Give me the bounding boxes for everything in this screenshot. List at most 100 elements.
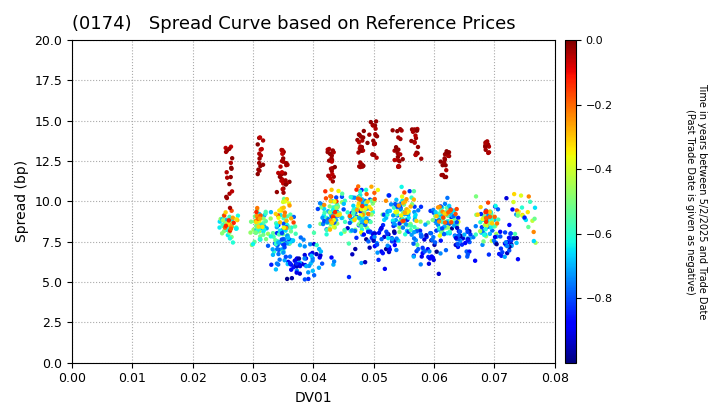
Point bbox=[383, 249, 395, 255]
Point bbox=[328, 258, 340, 265]
Point bbox=[369, 140, 380, 147]
Point bbox=[282, 196, 293, 202]
Point bbox=[403, 214, 415, 221]
Point bbox=[446, 210, 457, 216]
Point bbox=[271, 230, 283, 236]
Point bbox=[427, 255, 438, 261]
Point bbox=[454, 232, 466, 239]
Point bbox=[321, 227, 333, 234]
Point bbox=[354, 139, 365, 146]
Point bbox=[321, 226, 333, 233]
Point bbox=[446, 225, 458, 232]
Point bbox=[321, 215, 333, 221]
Point bbox=[361, 205, 372, 211]
Point bbox=[397, 216, 408, 223]
Point bbox=[452, 241, 464, 248]
Point bbox=[384, 207, 396, 214]
Point bbox=[520, 217, 531, 223]
Point bbox=[291, 260, 302, 267]
Point bbox=[392, 157, 403, 163]
Point bbox=[440, 224, 451, 231]
Point bbox=[392, 211, 403, 218]
Point bbox=[500, 195, 512, 202]
Point bbox=[326, 218, 338, 225]
Point bbox=[246, 218, 257, 225]
Point bbox=[480, 209, 491, 215]
Point bbox=[355, 208, 366, 215]
Point bbox=[333, 188, 344, 194]
Point bbox=[252, 227, 264, 234]
Point bbox=[290, 231, 302, 237]
Point bbox=[448, 207, 459, 214]
Point bbox=[324, 209, 336, 215]
Point bbox=[346, 210, 358, 216]
Point bbox=[360, 186, 372, 193]
Point bbox=[357, 213, 369, 220]
Point bbox=[483, 251, 495, 258]
Point bbox=[519, 215, 531, 222]
Point bbox=[444, 230, 456, 237]
Point bbox=[436, 228, 447, 235]
Point bbox=[487, 220, 498, 227]
Point bbox=[420, 221, 431, 228]
Point bbox=[217, 217, 229, 224]
Point bbox=[279, 198, 291, 205]
Point bbox=[255, 212, 266, 219]
Point bbox=[501, 250, 513, 257]
Point bbox=[464, 239, 475, 245]
Point bbox=[476, 224, 487, 231]
Point bbox=[224, 190, 235, 197]
Point bbox=[364, 211, 375, 218]
Point bbox=[408, 252, 420, 259]
Point bbox=[507, 206, 518, 213]
Point bbox=[363, 238, 374, 245]
Point bbox=[513, 208, 524, 215]
Point bbox=[322, 146, 333, 153]
Point bbox=[395, 218, 406, 225]
Point bbox=[273, 247, 284, 253]
Point bbox=[505, 237, 517, 244]
Point bbox=[435, 250, 446, 257]
Point bbox=[216, 230, 228, 237]
Point bbox=[225, 216, 237, 223]
Point bbox=[253, 134, 265, 141]
Point bbox=[282, 161, 293, 168]
Point bbox=[358, 163, 369, 169]
Point bbox=[420, 232, 432, 239]
Point bbox=[402, 210, 414, 216]
Point bbox=[353, 149, 364, 156]
Point bbox=[220, 224, 231, 231]
Point bbox=[395, 151, 406, 158]
Point bbox=[322, 219, 333, 226]
Point bbox=[509, 231, 521, 237]
Point bbox=[327, 147, 338, 154]
Point bbox=[230, 224, 242, 231]
Point bbox=[389, 242, 400, 249]
Point bbox=[361, 205, 373, 211]
Point bbox=[356, 137, 368, 144]
Point bbox=[330, 205, 342, 211]
Point bbox=[325, 198, 336, 205]
Point bbox=[406, 201, 418, 207]
Point bbox=[255, 152, 266, 159]
Point bbox=[291, 268, 302, 274]
Point bbox=[332, 204, 343, 210]
Point bbox=[499, 240, 510, 247]
Point bbox=[483, 149, 495, 156]
Point bbox=[352, 195, 364, 202]
Point bbox=[482, 138, 493, 145]
Point bbox=[428, 207, 439, 213]
Point bbox=[439, 156, 451, 163]
Point bbox=[354, 193, 365, 200]
Point bbox=[325, 212, 337, 219]
Point bbox=[400, 216, 412, 223]
Point bbox=[490, 239, 501, 246]
Point bbox=[369, 230, 381, 237]
Point bbox=[485, 213, 496, 220]
Point bbox=[285, 261, 297, 268]
Point bbox=[285, 237, 297, 244]
Point bbox=[485, 215, 497, 221]
Point bbox=[361, 191, 372, 197]
Point bbox=[308, 272, 320, 278]
Point bbox=[376, 225, 387, 232]
